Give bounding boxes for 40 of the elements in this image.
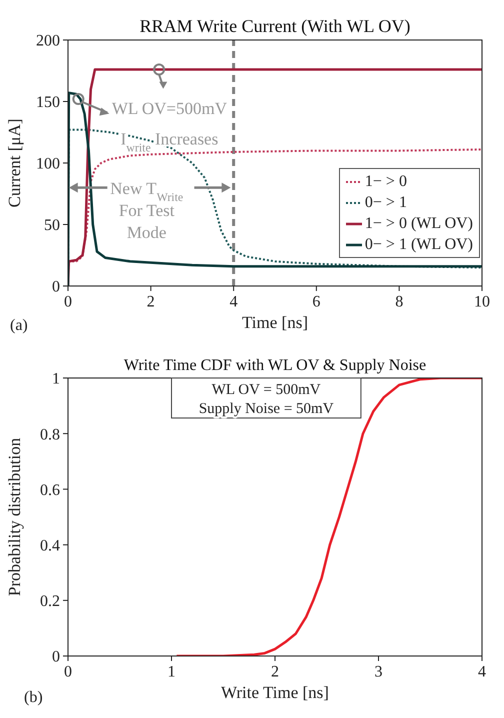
y-tick-label: 0.2	[40, 593, 60, 610]
y-tick-label: 50	[44, 217, 60, 234]
y-tick-label: 100	[36, 156, 60, 173]
x-tick-label: 2	[146, 293, 155, 310]
annotation: I$_{write}$ Increases	[120, 130, 218, 155]
chart-title: RRAM Write Current (With WL OV)	[140, 16, 410, 36]
y-tick-label: 1	[52, 370, 60, 388]
text: (b)	[24, 689, 43, 706]
legend-label: 0− > 1	[364, 193, 407, 213]
annotation: WL OV = 500mV	[212, 382, 321, 398]
line-series	[175, 378, 482, 656]
legend-label: 1− > 0	[364, 172, 407, 192]
x-axis-title: Time [ns]	[242, 313, 308, 332]
y-tick-label: 200	[36, 32, 60, 50]
x-tick-label: 0	[64, 293, 72, 310]
y-tick-label: 0.4	[40, 537, 60, 554]
x-tick-label: 3	[374, 663, 382, 680]
y-tick-label: 150	[36, 94, 60, 112]
y-tick-label: 0.6	[40, 482, 60, 499]
x-tick-label: 8	[395, 293, 404, 310]
annotation: WL OV=500mV	[112, 98, 228, 118]
y-tick-label: 0	[52, 278, 60, 296]
legend-label: 0− > 1 (WL OV)	[364, 235, 473, 255]
legend-label: 1− > 0 (WL OV)	[364, 214, 473, 234]
annotation: Mode	[126, 223, 166, 242]
text: (a)	[10, 317, 28, 334]
x-tick-label: 0	[64, 663, 72, 680]
x-axis-title: Write Time [ns]	[221, 683, 329, 702]
x-tick-label: 1	[168, 663, 176, 680]
x-tick-label: 6	[312, 293, 320, 310]
x-tick-label: 4	[478, 663, 486, 680]
x-tick-label: 10	[474, 293, 490, 310]
chart-title: Write Time CDF with WL OV & Supply Noise	[124, 357, 426, 374]
x-tick-label: 4	[230, 293, 238, 310]
y-tick-label: 0.8	[40, 426, 60, 444]
x-tick-label: 2	[271, 663, 279, 680]
annotation: Supply Noise = 50mV	[198, 401, 334, 417]
y-tick-label: 0	[52, 648, 60, 666]
y-axis-title: Probability distribution	[5, 437, 24, 596]
y-axis-title: Current [μA]	[5, 118, 24, 208]
